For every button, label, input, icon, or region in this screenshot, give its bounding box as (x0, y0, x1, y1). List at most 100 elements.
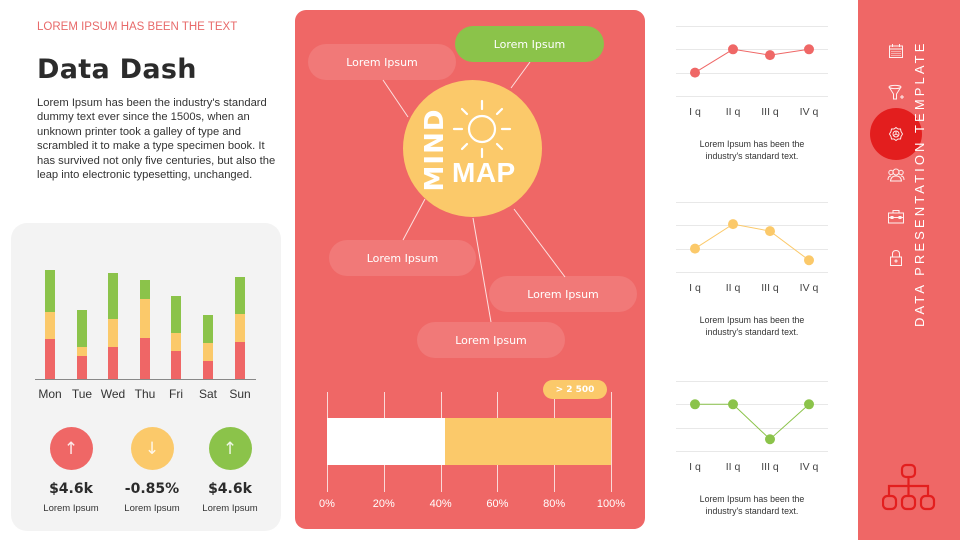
progress-gridline (611, 392, 612, 492)
progress-tick-label: 20% (372, 498, 395, 510)
mindmap-node-3[interactable]: Lorem Ipsum (329, 240, 476, 276)
quarter-label: II q (725, 105, 741, 118)
data-point (690, 67, 700, 78)
sun-icon (452, 99, 512, 159)
day-label: Sat (198, 387, 217, 401)
mindmap-node-4[interactable]: Lorem Ipsum (489, 276, 637, 312)
stat-value: $4.6k (208, 481, 252, 497)
page-title: Data Dash (37, 54, 197, 85)
gridline (676, 427, 828, 429)
bar-sat (203, 315, 213, 379)
calendar-icon[interactable] (886, 41, 906, 61)
progress-tick-label: 100% (596, 498, 626, 510)
mind-map-panel: Lorem Ipsum Lorem Ipsum Lorem Ipsum Lore… (295, 10, 645, 529)
arrow-up-icon: ↑ (49, 427, 93, 470)
mindmap-node-2[interactable]: Lorem Ipsum (455, 26, 604, 62)
progress-tick-label: 80% (543, 498, 566, 510)
data-point (765, 50, 775, 61)
gridline (676, 248, 828, 250)
stat-label: Lorem Ipsum (43, 503, 99, 514)
quarter-label: II q (725, 281, 741, 294)
gear-icon[interactable] (886, 124, 906, 144)
data-point (765, 226, 775, 237)
data-point (804, 44, 814, 55)
users-icon[interactable] (886, 165, 906, 185)
progress-tick-label: 0% (319, 498, 335, 510)
gridline (676, 49, 828, 51)
gridline (676, 72, 828, 74)
bar-segment-yellow (77, 347, 87, 356)
mindmap-node-5[interactable]: Lorem Ipsum (417, 322, 565, 358)
stat-label: Lorem Ipsum (202, 503, 258, 514)
gridline (676, 450, 828, 452)
quarter-label: IV q (799, 460, 819, 473)
data-point (690, 399, 700, 410)
progress-callout-badge: > 2 500 (543, 380, 607, 399)
quarter-label: III q (761, 105, 779, 118)
data-point (804, 399, 814, 410)
filter-add-icon[interactable] (886, 83, 906, 103)
bar-fri (171, 296, 181, 379)
quarter-label: I q (689, 281, 701, 294)
sidebar: DATA PRESENTATION TEMPLATE (858, 0, 960, 540)
bar-thu (140, 280, 150, 379)
arrow-up-icon: ↑ (208, 427, 252, 470)
bar-segment-green (171, 296, 181, 333)
bar-segment-green (235, 277, 245, 314)
day-label: Fri (169, 387, 183, 401)
bar-segment-green (45, 270, 55, 312)
eyebrow-text: LOREM IPSUM HAS BEEN THE TEXT (37, 21, 238, 33)
gridline (676, 404, 828, 406)
gridline (676, 225, 828, 227)
bar-segment-yellow (203, 343, 213, 361)
bar-mon (45, 270, 55, 379)
stat-value: $4.6k (49, 481, 93, 497)
data-point (804, 255, 814, 266)
stat-value: -0.85% (124, 481, 180, 497)
quarter-label: III q (761, 281, 779, 294)
bar-segment-red (203, 361, 213, 379)
bar-wed (108, 273, 118, 379)
bar-segment-red (171, 351, 181, 379)
quarter-label: III q (761, 460, 779, 473)
day-label: Sun (229, 387, 251, 401)
data-point (728, 44, 738, 55)
quarter-label: IV q (799, 281, 819, 294)
bar-segment-yellow (108, 319, 118, 347)
gridline (676, 271, 828, 273)
toolbox-icon[interactable] (886, 207, 906, 227)
line-chart-2: I q II q III q IV q Lorem Ipsum has been the… (676, 202, 828, 342)
line-chart-1: I q II q III q IV q Lorem Ipsum has been the… (676, 26, 828, 166)
connector-lines (382, 61, 566, 323)
quarter-label: I q (689, 460, 701, 473)
bar-segment-red (108, 347, 118, 379)
gridline (676, 26, 828, 27)
progress-fill-remaining (444, 418, 611, 465)
bar-segment-red (140, 338, 150, 379)
day-label: Tue (71, 387, 93, 401)
mindmap-node-1[interactable]: Lorem Ipsum (308, 44, 456, 80)
bar-segment-yellow (45, 312, 55, 339)
line-chart-3: I q II q III q IV q Lorem Ipsum has been the… (676, 381, 828, 521)
chart-caption-line1: Lorem Ipsum has been the (699, 314, 805, 325)
chart-caption-line1: Lorem Ipsum has been the (699, 138, 805, 149)
progress-tick-label: 40% (429, 498, 452, 510)
gridline (676, 95, 828, 97)
quarter-label: IV q (799, 105, 819, 118)
line-series (690, 219, 814, 266)
day-label: Mon (38, 387, 62, 401)
lock-icon[interactable] (886, 248, 906, 268)
bar-segment-green (108, 273, 118, 319)
data-point (765, 434, 775, 445)
chart-caption-line1: Lorem Ipsum has been the (699, 493, 805, 504)
data-point (728, 219, 738, 230)
bar-segment-yellow (235, 314, 245, 342)
mind-map-hub: MIND MAP (403, 80, 542, 217)
bar-segment-green (77, 310, 87, 347)
progress-fill-white (327, 418, 445, 465)
bar-segment-yellow (171, 333, 181, 351)
bar-segment-green (203, 315, 213, 343)
stat-label: Lorem Ipsum (124, 503, 180, 514)
description-text: Lorem Ipsum has been the industry's stan… (37, 97, 276, 182)
bar-segment-yellow (140, 299, 150, 338)
